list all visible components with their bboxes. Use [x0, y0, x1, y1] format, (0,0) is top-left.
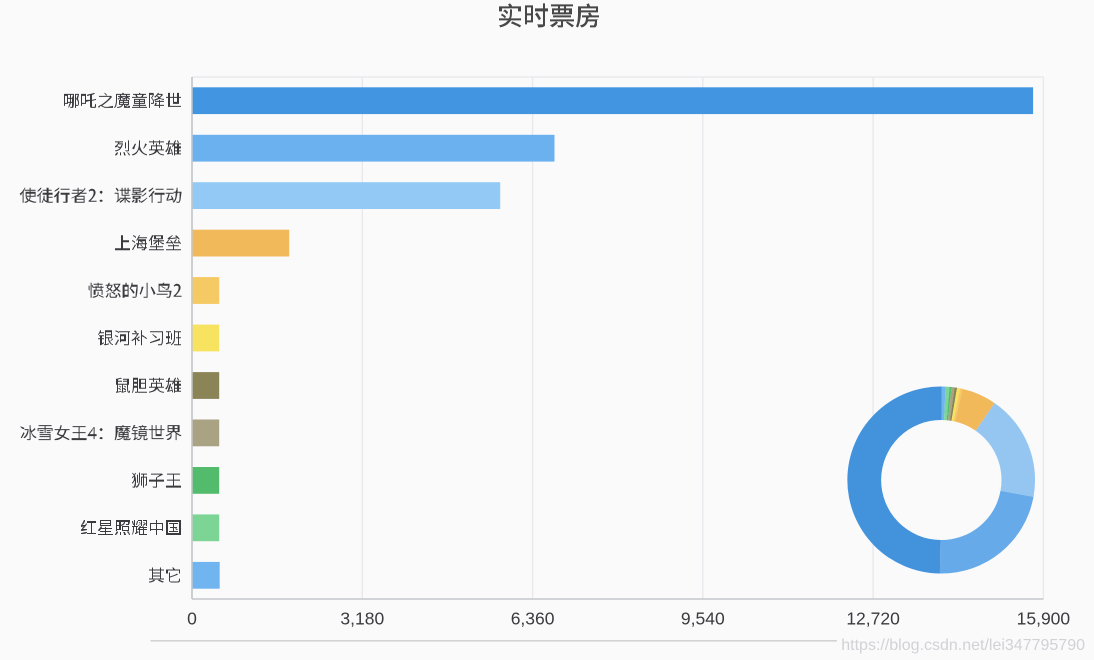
svg-text:15,900: 15,900 [1017, 609, 1071, 629]
svg-text:12,720: 12,720 [846, 609, 900, 629]
svg-text:0: 0 [187, 609, 197, 629]
svg-text:https://blog.csdn.net/lei34779: https://blog.csdn.net/lei347795790 [841, 637, 1085, 654]
svg-text:3,180: 3,180 [340, 609, 384, 629]
svg-text:9,540: 9,540 [681, 609, 725, 629]
svg-text:6,360: 6,360 [511, 609, 555, 629]
